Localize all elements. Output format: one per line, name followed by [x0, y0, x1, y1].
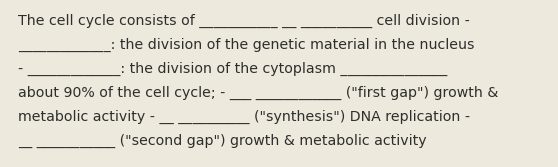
Text: __ ___________ ("second gap") growth & metabolic activity: __ ___________ ("second gap") growth & m… [18, 134, 427, 148]
Text: about 90% of the cell cycle; - ___ ____________ ("first gap") growth &: about 90% of the cell cycle; - ___ _____… [18, 86, 498, 100]
Text: _____________: the division of the genetic material in the nucleus: _____________: the division of the genet… [18, 38, 474, 52]
Text: - _____________: the division of the cytoplasm _______________: - _____________: the division of the cyt… [18, 62, 448, 76]
Text: metabolic activity - __ __________ ("synthesis") DNA replication -: metabolic activity - __ __________ ("syn… [18, 110, 470, 124]
Text: The cell cycle consists of ___________ __ __________ cell division -: The cell cycle consists of ___________ _… [18, 14, 470, 28]
